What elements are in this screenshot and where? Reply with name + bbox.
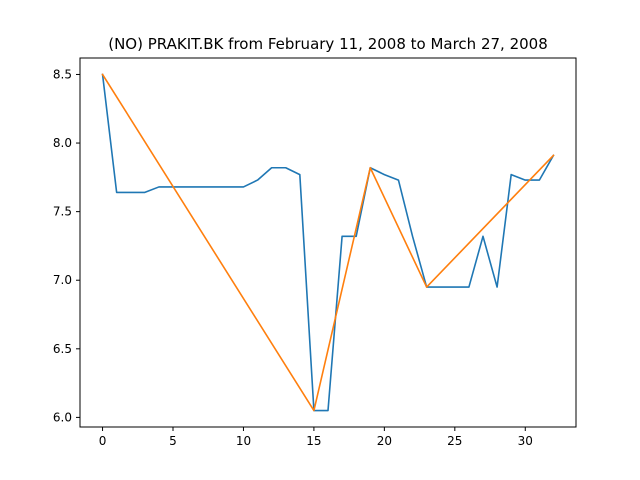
y-tick-label: 6.5 xyxy=(53,342,72,356)
y-tick-label: 8.5 xyxy=(53,67,72,81)
y-tick-label: 7.0 xyxy=(53,273,72,287)
y-axis: 6.0 6.5 7.0 7.5 8.0 8.5 xyxy=(53,67,80,424)
x-tick-label: 5 xyxy=(169,434,177,448)
x-tick-label: 10 xyxy=(236,434,251,448)
series-line-2 xyxy=(101,73,555,412)
x-tick-label: 20 xyxy=(377,434,392,448)
x-tick-label: 25 xyxy=(447,434,462,448)
plot-area-frame xyxy=(79,57,577,428)
x-tick-label: 15 xyxy=(306,434,321,448)
x-tick-label: 0 xyxy=(99,434,107,448)
series-line-1 xyxy=(101,73,555,412)
chart-title: (NO) PRAKIT.BK from February 11, 2008 to… xyxy=(108,35,548,53)
y-tick-label: 7.5 xyxy=(53,205,72,219)
x-axis: 0 5 10 15 20 25 30 xyxy=(99,427,533,448)
y-tick-label: 6.0 xyxy=(53,410,72,424)
series-layer xyxy=(101,73,555,412)
y-tick-label: 8.0 xyxy=(53,136,72,150)
x-tick-label: 30 xyxy=(518,434,533,448)
